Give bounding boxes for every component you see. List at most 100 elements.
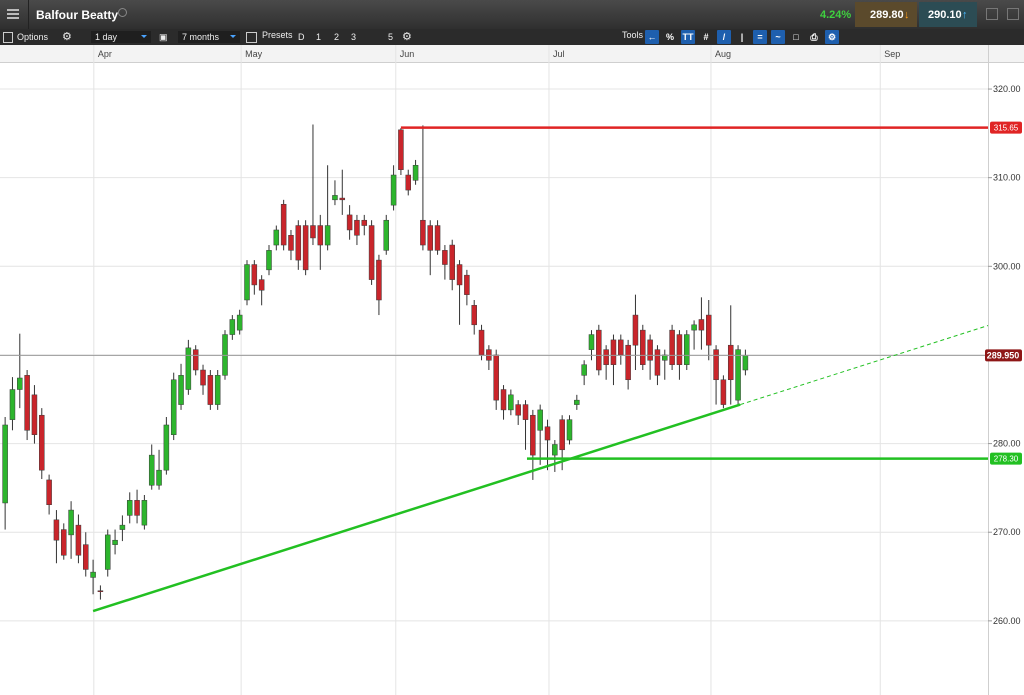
candle-body [706, 314, 712, 346]
options-label[interactable]: Options [17, 32, 49, 42]
candle-body [390, 174, 397, 206]
last-price-badge [985, 349, 1022, 362]
sell-button[interactable]: 289.80 ↓ [855, 2, 917, 27]
candle-body [229, 319, 236, 335]
candle-body [434, 225, 441, 251]
settings-icon[interactable]: ⚙ [62, 31, 72, 43]
candle-body [90, 571, 96, 578]
header-bar: Balfour Beatty 4.24% 289.80 ↓ 290.10 ↑ [0, 0, 1024, 29]
lock-icon[interactable]: ▣ [159, 32, 168, 42]
trendline-extension [740, 325, 989, 406]
candle-body [258, 279, 265, 291]
candle-body [515, 404, 521, 416]
candle-body [420, 219, 426, 246]
candle-body [618, 339, 624, 356]
candle-body [478, 329, 485, 356]
candle-body [332, 195, 338, 201]
tool-arrow[interactable]: ← [645, 30, 659, 44]
candle-body [669, 329, 675, 365]
candle-body [442, 250, 448, 265]
candle-body [46, 479, 52, 505]
candle-body [742, 355, 749, 371]
candle-body [273, 229, 280, 246]
candle-body [83, 544, 89, 570]
divider [28, 0, 29, 29]
candle-body [9, 389, 16, 420]
candle-body [17, 377, 23, 390]
tool-line[interactable]: / [717, 30, 731, 44]
window-icon[interactable] [986, 8, 998, 20]
preset-button[interactable]: 2 [334, 32, 340, 42]
preset-button[interactable]: D [298, 32, 305, 42]
tool-candle[interactable]: | [740, 32, 744, 42]
candle-body [727, 344, 734, 381]
preset-button[interactable]: 1 [316, 32, 322, 42]
candle-body [310, 225, 316, 239]
tool-print[interactable]: ⎙ [810, 32, 818, 42]
candle-body [75, 524, 82, 556]
candle-body [552, 444, 558, 456]
instrument-title: Balfour Beatty [36, 8, 119, 22]
range-select[interactable]: 7 months [178, 31, 240, 43]
candle-body [31, 394, 38, 435]
candle-body [427, 225, 433, 251]
candle-body [464, 274, 470, 295]
close-icon[interactable] [1007, 8, 1019, 20]
sell-price: 289.80 [870, 9, 904, 21]
candle-body [361, 219, 368, 226]
candle-body [53, 519, 60, 541]
candle-body [508, 394, 514, 411]
candle-body [720, 379, 727, 405]
tool-shape[interactable]: □ [793, 32, 799, 42]
interval-select[interactable]: 1 day [91, 31, 151, 43]
y-tick-label: 310.00 [993, 173, 1021, 183]
candle-body [295, 225, 302, 261]
candle-body [596, 329, 602, 371]
candle-body [500, 389, 507, 411]
tool-settings[interactable]: ⚙ [825, 30, 839, 44]
down-arrow: ↓ [904, 9, 910, 21]
preset-button[interactable]: 3 [351, 32, 357, 42]
change-percent: 4.24% [820, 9, 852, 21]
tool-text[interactable]: TT [681, 30, 695, 44]
candle-body [471, 305, 477, 326]
candle-body [449, 244, 455, 280]
interval-label: 1 day [95, 32, 118, 42]
candle-body [39, 414, 45, 471]
tool-percent[interactable]: % [665, 32, 674, 42]
candle-body [603, 349, 609, 365]
last-price-label: 289.950 [987, 350, 1020, 360]
tool-grid[interactable]: # [703, 32, 709, 42]
candle-body [581, 364, 587, 376]
candle-body [610, 339, 617, 365]
buy-button[interactable]: 290.10 ↑ [919, 2, 977, 27]
candle-body [170, 379, 177, 435]
trendline [92, 403, 741, 613]
search-icon[interactable] [118, 8, 127, 17]
settings-icon[interactable]: ⚙ [402, 31, 412, 43]
x-tick-label: Sep [884, 49, 900, 59]
candle-body [163, 424, 170, 471]
candle-body [640, 329, 646, 365]
calendar-icon[interactable] [246, 32, 257, 43]
candle-body [398, 129, 404, 170]
candle-body [280, 204, 287, 246]
preset-button[interactable]: 5 [388, 32, 394, 42]
candle-body [368, 225, 375, 280]
tool-channel[interactable]: = [753, 30, 767, 44]
candle-body [588, 334, 595, 350]
tool-fib[interactable]: ~ [771, 30, 785, 44]
y-tick-label: 300.00 [993, 261, 1021, 271]
options-icon[interactable] [3, 32, 13, 43]
candle-body [156, 469, 162, 486]
candle-body [207, 375, 214, 405]
candle-body [530, 414, 536, 456]
candle-body [698, 319, 705, 331]
menu-icon[interactable] [7, 9, 19, 11]
x-tick-label: Aug [715, 49, 731, 59]
candle-body [244, 264, 250, 301]
candle-body [141, 500, 148, 526]
candle-body [251, 264, 258, 286]
